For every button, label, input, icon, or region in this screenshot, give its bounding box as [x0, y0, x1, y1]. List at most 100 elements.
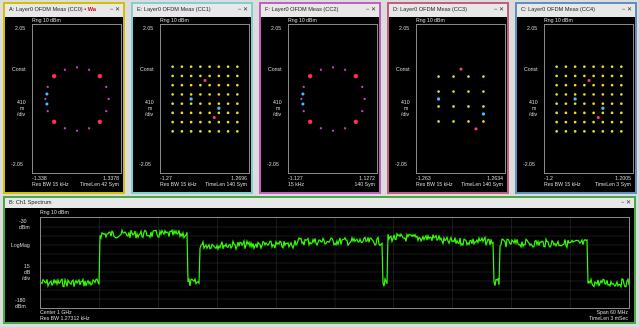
qam-point [592, 120, 595, 124]
pane-title-bar[interactable]: E: Layer0 OFDM Meas (CC1) − ✕ [133, 4, 251, 17]
constellation-pane-2[interactable]: F: Layer0 OFDM Meas (CC2) − ✕ Rng 10 dBm… [259, 2, 381, 194]
constellation-pane-4[interactable]: C: Layer0 OFDM Meas (CC4) − ✕ Rng 10 dBm… [515, 2, 637, 194]
ring-point [105, 110, 108, 113]
qam-point [601, 83, 605, 87]
pane-ylabel: Const [524, 67, 538, 73]
pane-ref-level: Rng 10 dBm [160, 18, 189, 24]
qam-point [601, 120, 605, 124]
qam-point [467, 90, 470, 93]
qam-point [573, 120, 577, 124]
constellation-plot[interactable] [416, 24, 506, 174]
qam-point [180, 120, 184, 124]
qam-point [592, 102, 595, 105]
pane-window-controls[interactable]: − ✕ [237, 7, 248, 13]
pane-title: F: Layer0 OFDM Meas (CC2) [265, 7, 339, 13]
constellation-plot[interactable] [160, 24, 250, 174]
qam-point [482, 120, 485, 123]
qam-point [437, 90, 440, 93]
qam-point [601, 102, 605, 105]
qam-point [236, 130, 239, 133]
qam-point [610, 102, 614, 105]
qam-point [236, 120, 239, 124]
qam-point [573, 93, 577, 96]
qam-point [610, 65, 614, 68]
ring-point [302, 110, 305, 113]
spectrum-window-controls[interactable]: − ✕ [620, 200, 631, 206]
pane-title-bar[interactable]: D: Layer0 OFDM Meas (CC3) − ✕ [389, 4, 507, 17]
pane-xmax: 1.1272 [359, 176, 375, 182]
spectrum-title: B: Ch1 Spectrum [9, 200, 52, 206]
pane-footer-right: TimeLen 140 Sym [205, 182, 247, 188]
qam-point [583, 83, 586, 87]
pane-div: /div [401, 112, 410, 118]
qam-point [452, 90, 455, 93]
pilot-point [189, 97, 193, 101]
qam-point [592, 83, 595, 87]
constellation-plot[interactable] [288, 24, 378, 174]
qam-point [189, 102, 193, 105]
constellation-points [436, 67, 486, 131]
constellation-pane-1[interactable]: E: Layer0 OFDM Meas (CC1) − ✕ Rng 10 dBm… [131, 2, 253, 194]
qam-point [620, 130, 623, 133]
ring-point [46, 85, 49, 88]
qam-point [217, 102, 221, 105]
spectrum-pane[interactable]: B: Ch1 Spectrum − ✕ Rng 10 dBm -30 dBm L… [3, 196, 636, 324]
qam-point [573, 83, 577, 87]
qam-point [601, 111, 605, 115]
pane-window-controls[interactable]: − ✕ [621, 7, 632, 13]
pane-xmax: 1.2005 [615, 176, 631, 182]
constellation-points [44, 66, 110, 132]
qam-point [236, 65, 239, 68]
qam-point [555, 74, 558, 78]
spectrum-center: Center 1 GHz [40, 310, 72, 316]
ring-point [319, 127, 322, 130]
qam-point [189, 120, 193, 124]
pilot-point [212, 115, 216, 119]
qam-point [592, 93, 595, 96]
constellation-plot[interactable] [544, 24, 634, 174]
spectrum-plot[interactable] [40, 217, 630, 309]
pane-div: /div [529, 112, 538, 118]
pilot-point [596, 115, 600, 119]
spectrum-scale: 15 [24, 264, 30, 270]
pane-window-controls[interactable]: − ✕ [493, 7, 504, 13]
constellation-pane-3[interactable]: D: Layer0 OFDM Meas (CC3) − ✕ Rng 10 dBm… [387, 2, 509, 194]
qam-point [208, 65, 211, 68]
pane-title-bar[interactable]: C: Layer0 OFDM Meas (CC4) − ✕ [517, 4, 635, 17]
pane-scale: 410 [17, 100, 26, 106]
constellation-pane-0[interactable]: A: Layer0 OFDM Meas (CC0) • Wa − ✕ Rng 1… [3, 2, 125, 194]
pane-title: E: Layer0 OFDM Meas (CC1) [137, 7, 211, 13]
qam-point [452, 75, 455, 78]
qam-point [467, 75, 470, 78]
pane-footer-left: Res BW 15 kHz [32, 182, 69, 188]
pane-title-bar[interactable]: A: Layer0 OFDM Meas (CC0) • Wa − ✕ [5, 4, 123, 17]
pane-ymin: -2.05 [11, 162, 23, 168]
qam-point [208, 120, 211, 124]
qam-point [620, 74, 623, 78]
qam-point [610, 120, 614, 124]
qam-point [592, 111, 595, 115]
qam-point [573, 65, 577, 68]
pane-window-controls[interactable]: − ✕ [109, 7, 120, 13]
qam-point [199, 83, 202, 87]
pane-footer-left: Res BW 15 kHz [160, 182, 197, 188]
pane-window-controls[interactable]: − ✕ [365, 7, 376, 13]
constellation-plot[interactable] [32, 24, 122, 174]
pane-ymax: 2.05 [527, 26, 538, 32]
qam-point [583, 102, 586, 105]
qam-point [564, 120, 568, 124]
spectrum-title-bar[interactable]: B: Ch1 Spectrum − ✕ [5, 198, 634, 208]
qam-point [601, 93, 605, 96]
qam-point [236, 74, 239, 78]
qam-point [171, 93, 174, 96]
pane-active-marker: • Wa [84, 7, 96, 13]
pane-scale: 410 [273, 100, 282, 106]
ring-point [300, 97, 303, 101]
ring-point [361, 110, 364, 113]
ring-point [46, 110, 49, 113]
pane-title-bar[interactable]: F: Layer0 OFDM Meas (CC2) − ✕ [261, 4, 379, 17]
qpsk-point [353, 119, 359, 125]
ring-point [363, 97, 366, 101]
qam-point [564, 111, 568, 115]
qam-point [583, 65, 586, 68]
